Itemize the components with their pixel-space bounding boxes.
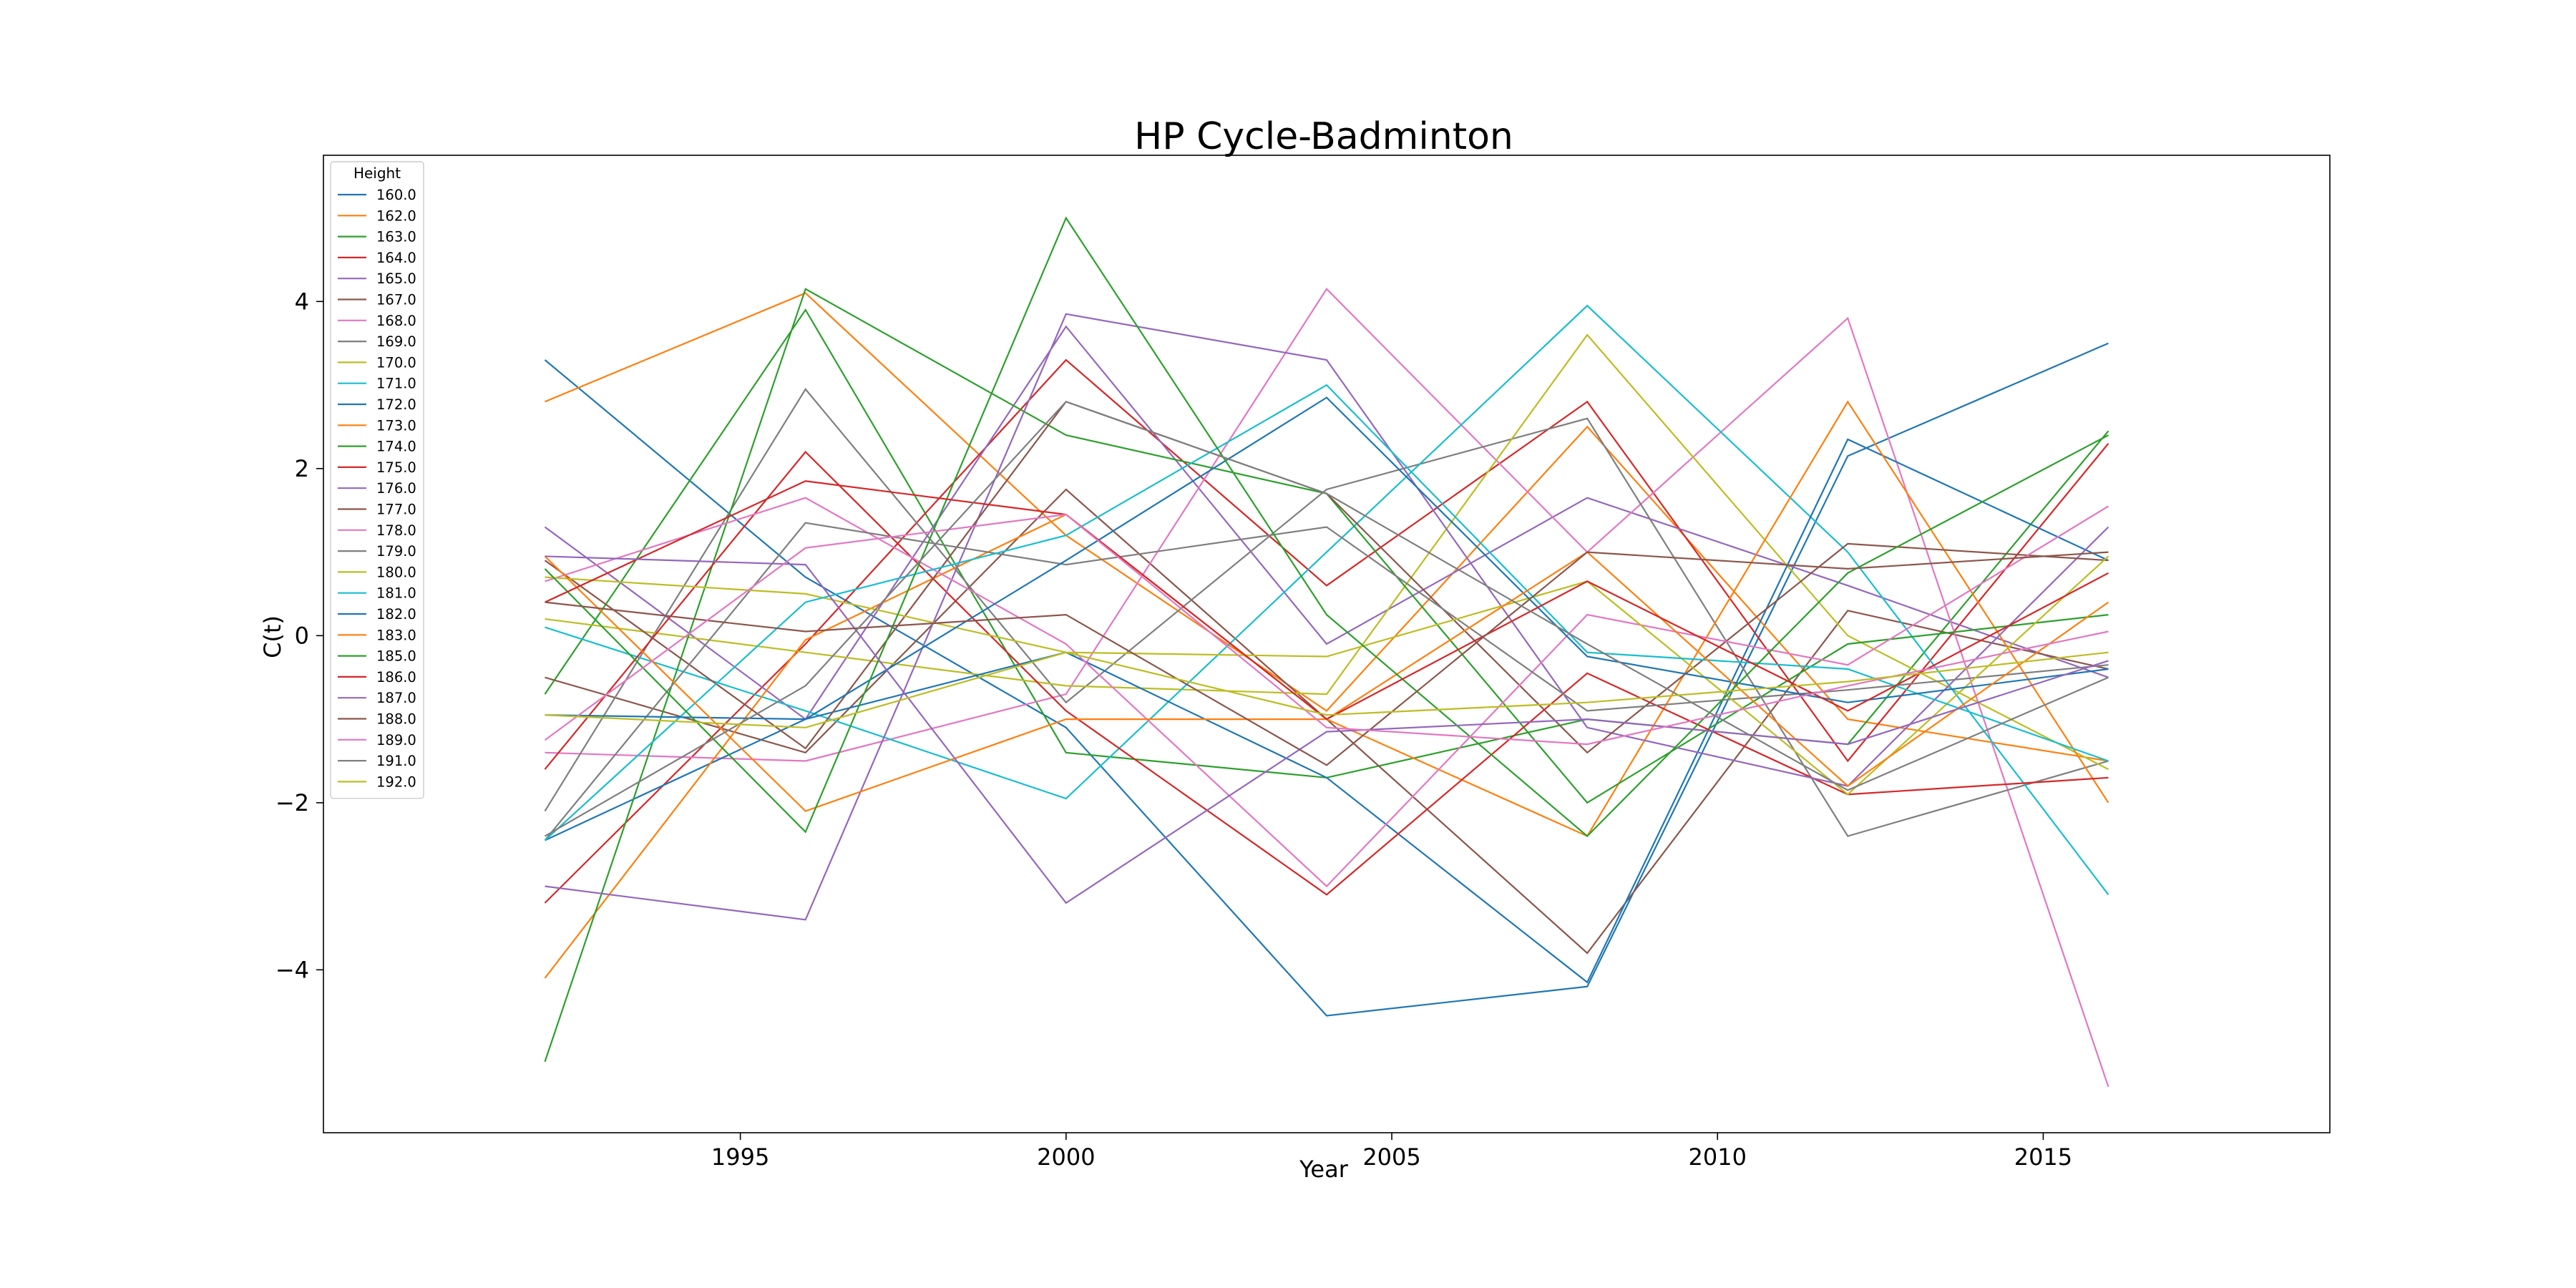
y-tick-label: −2: [275, 789, 309, 816]
legend-entry: 186.0: [376, 669, 416, 686]
legend-entry: 188.0: [376, 711, 416, 728]
x-tick-label: 2005: [1362, 1143, 1420, 1171]
legend-entry: 178.0: [376, 522, 416, 539]
legend-entry: 163.0: [376, 229, 416, 245]
series-line-173.0: [544, 400, 2109, 979]
legend-entry: 181.0: [376, 585, 416, 602]
legend-entry: 160.0: [376, 187, 416, 203]
series-line-189.0: [544, 513, 2109, 746]
legend-entry: 169.0: [376, 333, 416, 350]
x-tick-label: 1995: [711, 1143, 769, 1171]
legend-entry: 172.0: [376, 396, 416, 413]
legend-entry: 183.0: [376, 627, 416, 643]
legend-entry: 176.0: [376, 480, 416, 497]
series-line-162.0: [545, 292, 2109, 762]
series-line-178.0: [545, 497, 2109, 888]
x-tick-label: 2000: [1037, 1143, 1095, 1171]
legend-entry: 173.0: [376, 417, 416, 434]
series-line-182.0: [545, 396, 2109, 721]
x-tick-label: 2010: [1689, 1143, 1747, 1171]
legend-entry: 170.0: [376, 354, 416, 371]
legend-entry: 174.0: [376, 439, 416, 455]
series-line-180.0: [545, 555, 2109, 796]
series-line-188.0: [545, 551, 2109, 766]
legend-entry: 191.0: [376, 753, 416, 769]
y-axis-label: C(t): [259, 615, 286, 658]
legend-entry: 171.0: [376, 376, 416, 392]
chart-title: HP Cycle-Badminton: [1134, 115, 1513, 158]
legend-title: Height: [353, 165, 401, 182]
legend-entry: 187.0: [376, 690, 416, 706]
series-line-183.0: [544, 551, 2109, 812]
y-tick-label: 2: [295, 455, 309, 482]
x-tick-label: 2015: [2014, 1143, 2072, 1171]
series-line-174.0: [544, 288, 2109, 1063]
legend-entry: 168.0: [376, 313, 416, 329]
series-line-191.0: [544, 401, 2109, 837]
series-line-169.0: [544, 388, 2109, 837]
series-line-168.0: [545, 288, 2109, 1088]
legend-entry: 179.0: [376, 543, 416, 560]
y-tick-label: 0: [295, 622, 309, 649]
series-line-185.0: [544, 216, 2109, 837]
legend-entry: 182.0: [376, 606, 416, 623]
legend: Height 160.0 162.0 163.0 164.0 165.0 167.0 168.…: [330, 161, 424, 799]
series-line-186.0: [545, 480, 2109, 721]
legend-entry: 164.0: [376, 250, 416, 266]
legend-entry: 165.0: [376, 270, 416, 287]
legend-entry: 192.0: [376, 774, 416, 790]
legend-entry: 175.0: [376, 459, 416, 476]
series-line-171.0: [545, 304, 2109, 895]
series-line-187.0: [545, 555, 2109, 904]
series-line-164.0: [544, 358, 2109, 904]
legend-entry: 180.0: [376, 564, 416, 580]
series-line-160.0: [544, 342, 2109, 1017]
x-axis-label: Year: [1299, 1156, 1349, 1183]
legend-entry: 185.0: [376, 648, 416, 665]
series-line-170.0: [545, 333, 2109, 771]
series-line-192.0: [545, 651, 2109, 728]
legend-entry: 162.0: [376, 208, 416, 224]
series-line-163.0: [544, 308, 2109, 779]
y-tick-label: 4: [295, 288, 309, 315]
y-tick-label: −4: [275, 956, 309, 983]
series-line-181.0: [544, 384, 2109, 841]
plot-frame: [323, 155, 2331, 1133]
legend-entry: 167.0: [376, 292, 416, 308]
legend-entry: 189.0: [376, 732, 416, 748]
series-line-179.0: [544, 522, 2109, 841]
legend-entry: 177.0: [376, 502, 416, 518]
plot-area: 1995 2000 2005 2010 2015 −4 −2 0 2 4: [275, 155, 2331, 1171]
